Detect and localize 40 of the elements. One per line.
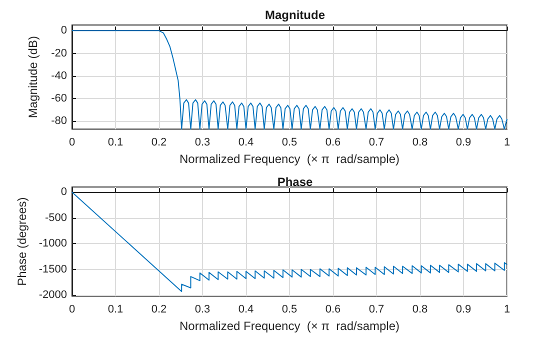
y-tick-label: -500 bbox=[44, 212, 67, 224]
y-tick-label: -40 bbox=[51, 70, 67, 82]
line-series bbox=[72, 192, 508, 292]
chart-title: Phase bbox=[277, 175, 313, 189]
y-axis-title: Phase (degrees) bbox=[14, 197, 29, 286]
y-tick-label: -1500 bbox=[38, 263, 67, 276]
y-tick-label: -80 bbox=[51, 115, 67, 128]
y-axis-title: Magnitude (dB) bbox=[26, 36, 40, 118]
x-tick-label: 0.6 bbox=[325, 136, 341, 149]
x-tick-label: 0.9 bbox=[456, 304, 472, 316]
x-axis-title: Normalized Frequency (× π rad/sample) bbox=[179, 319, 400, 333]
x-tick-label: 0 bbox=[68, 136, 76, 149]
y-tick-label: -1000 bbox=[38, 238, 67, 250]
x-tick-label: 1 bbox=[504, 136, 510, 149]
x-tick-label: 0.7 bbox=[368, 136, 384, 149]
y-tick-label: -60 bbox=[51, 92, 67, 105]
x-tick-label: 0.1 bbox=[108, 136, 124, 149]
x-tick-label: 0.7 bbox=[368, 304, 384, 316]
x-tick-label: 0.2 bbox=[151, 304, 167, 316]
x-tick-label: 0.3 bbox=[194, 304, 210, 316]
x-tick-label: 0.5 bbox=[282, 136, 298, 149]
x-tick-label: 0.5 bbox=[282, 304, 298, 316]
y-tick-label: -2000 bbox=[38, 289, 67, 302]
x-tick-label: 0.3 bbox=[194, 136, 210, 149]
x-tick-label: 0.1 bbox=[108, 304, 124, 316]
chart-title: Magnitude bbox=[265, 8, 326, 22]
x-tick-label: 0 bbox=[68, 304, 76, 316]
line-series bbox=[72, 30, 508, 130]
y-tick-label: -20 bbox=[51, 47, 67, 60]
x-tick-label: 1 bbox=[504, 304, 510, 316]
y-tick-label: 0 bbox=[60, 24, 67, 37]
x-tick-label: 0.8 bbox=[412, 304, 428, 316]
y-tick-label: 0 bbox=[60, 186, 67, 198]
x-tick-label: 0.4 bbox=[238, 136, 254, 149]
x-tick-label: 0.6 bbox=[325, 304, 341, 316]
x-tick-label: 0.2 bbox=[151, 136, 167, 149]
x-axis-title: Normalized Frequency (× π rad/sample) bbox=[179, 152, 400, 166]
x-tick-label: 0.8 bbox=[412, 136, 428, 149]
x-tick-label: 0.4 bbox=[238, 304, 254, 316]
x-tick-label: 0.9 bbox=[456, 136, 472, 149]
